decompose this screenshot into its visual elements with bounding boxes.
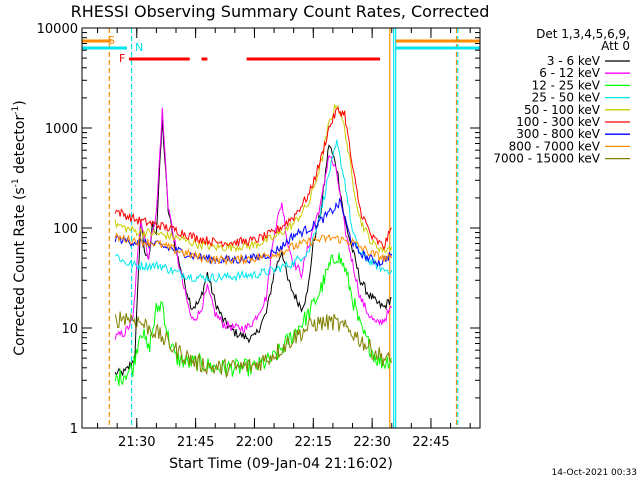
legend-label-1: 6 - 12 keV: [539, 66, 601, 80]
flare-flag-label: F: [119, 52, 125, 65]
series-line-8: [114, 311, 393, 379]
legend-label-0: 3 - 6 keV: [547, 54, 601, 68]
series-line-4: [114, 104, 393, 254]
y-tick-label-4: 10000: [37, 22, 78, 37]
legend-label-3: 25 - 50 keV: [532, 91, 601, 105]
legend-label-8: 7000 - 15000 keV: [493, 152, 600, 166]
saa-flag-label: S: [108, 34, 115, 47]
axes: 21:30 21:45 22:00 22:15 22:30 22:45 1 10 100 1000…: [37, 22, 480, 450]
legend-label-4: 50 - 100 keV: [524, 103, 601, 117]
series-line-0: [114, 117, 392, 377]
x-tick-label-4: 22:30: [353, 435, 390, 450]
series-group: [114, 104, 393, 387]
x-tick-label-1: 21:45: [177, 435, 214, 450]
series-line-1: [114, 107, 393, 340]
flag-bars: S NF: [82, 34, 480, 65]
x-axis-label: Start Time (09-Jan-04 21:16:02): [169, 456, 393, 472]
y-axis-label: Corrected Count Rate (s-1 detector-1): [11, 100, 28, 355]
legend-header-line-1: Det 1,3,4,5,6,9,: [536, 27, 630, 41]
series-line-7: [114, 232, 393, 266]
x-tick-label-0: 21:30: [118, 435, 155, 450]
vertical-markers: [108, 28, 459, 428]
series-line-5: [114, 106, 392, 251]
x-tick-label-5: 22:45: [412, 435, 449, 450]
legend-label-6: 300 - 800 keV: [516, 127, 600, 141]
y-tick-label-2: 100: [53, 222, 78, 237]
legend-header-line-2: Att 0: [601, 39, 630, 53]
y-tick-label-0: 1: [70, 422, 78, 437]
night-flag-label: N: [135, 41, 143, 54]
x-tick-label-3: 22:15: [295, 435, 332, 450]
legend-label-2: 12 - 25 keV: [532, 78, 601, 92]
footer-date: 14-Oct-2021 00:33: [552, 468, 637, 478]
series-line-2: [114, 252, 393, 387]
legend-label-7: 800 - 7000 keV: [509, 139, 601, 153]
chart-title: RHESSI Observing Summary Count Rates, Co…: [71, 2, 490, 21]
y-tick-label-1: 10: [61, 322, 78, 337]
x-tick-label-2: 22:00: [236, 435, 273, 450]
legend-label-5: 100 - 300 keV: [516, 115, 600, 129]
series-line-3: [114, 139, 393, 283]
y-tick-label-3: 1000: [45, 122, 78, 137]
